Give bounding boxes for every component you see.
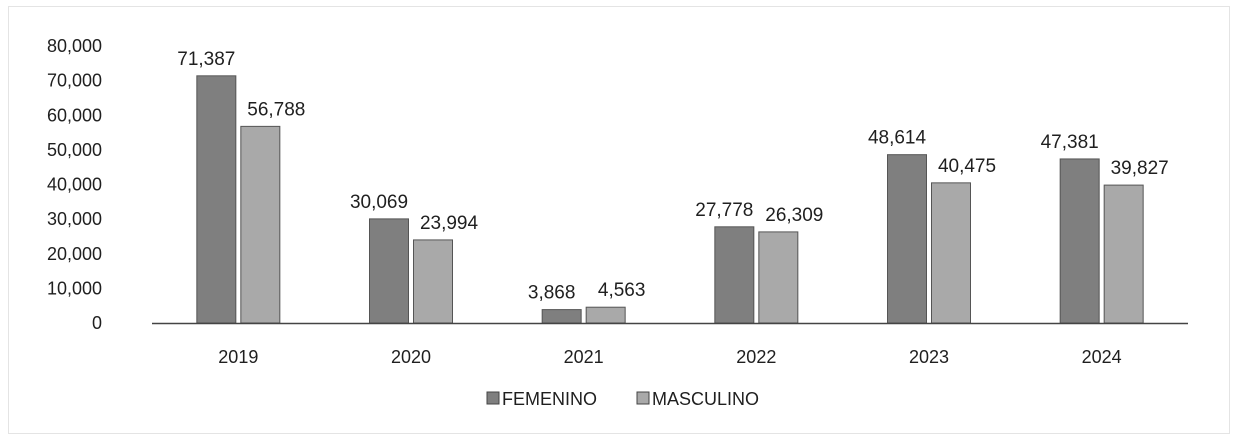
data-label-masculino-2023: 40,475 [938, 156, 996, 177]
data-label-femenino-2022: 27,778 [695, 200, 753, 221]
legend-swatch-masculino [636, 391, 650, 405]
data-label-masculino-2022: 26,309 [765, 205, 823, 226]
bars-group [196, 75, 1144, 324]
x-tick-label: 2020 [391, 347, 431, 367]
bar-femenino-2023 [887, 154, 927, 324]
bar-femenino-2024 [1059, 158, 1100, 324]
bar-masculino-2023 [931, 182, 971, 324]
bar-femenino-2020 [369, 218, 409, 324]
legend-label-femenino: FEMENINO [502, 389, 597, 409]
legend-label-masculino: MASCULINO [652, 389, 759, 409]
y-tick-label: 0 [92, 313, 102, 333]
bar-femenino-2019 [196, 75, 237, 324]
bar-masculino-2021 [585, 306, 626, 324]
data-label-femenino-2019: 71,387 [177, 49, 235, 70]
y-tick-label: 10,000 [47, 278, 102, 298]
y-tick-label: 40,000 [47, 175, 102, 195]
data-label-masculino-2019: 56,788 [247, 99, 305, 120]
bar-masculino-2020 [413, 239, 453, 324]
x-tick-label: 2021 [564, 347, 604, 367]
data-label-femenino-2024: 47,381 [1041, 132, 1099, 153]
bar-femenino-2021 [541, 309, 582, 324]
y-tick-label: 80,000 [47, 36, 102, 56]
x-axis: 2019 2020 2021 2022 2023 2024 [218, 347, 1121, 367]
y-axis: 0 10,000 20,000 30,000 40,000 50,000 60,000 70,… [47, 36, 102, 333]
data-label-masculino-2020: 23,994 [420, 213, 479, 234]
y-tick-label: 70,000 [47, 71, 102, 91]
data-label-femenino-2020: 30,069 [350, 192, 408, 213]
y-tick-label: 30,000 [47, 209, 102, 229]
data-labels-group: 71,387 56,788 30,069 23,994 3,868 4,563 27,778… [177, 49, 1168, 304]
data-label-masculino-2024: 39,827 [1111, 158, 1169, 179]
x-tick-label: 2024 [1082, 347, 1122, 367]
x-tick-label: 2022 [736, 347, 776, 367]
x-tick-label: 2019 [218, 347, 258, 367]
legend-swatch-femenino [486, 391, 500, 405]
bar-femenino-2022 [714, 226, 755, 324]
data-label-femenino-2023: 48,614 [868, 128, 927, 149]
data-label-femenino-2021: 3,868 [528, 283, 576, 304]
bar-masculino-2022 [758, 231, 799, 324]
bar-masculino-2024 [1103, 184, 1144, 324]
x-tick-label: 2023 [909, 347, 949, 367]
y-tick-label: 50,000 [47, 140, 102, 160]
bar-masculino-2019 [240, 125, 281, 324]
legend: FEMENINO MASCULINO [486, 389, 759, 409]
data-label-masculino-2021: 4,563 [598, 280, 646, 301]
y-tick-label: 60,000 [47, 105, 102, 125]
y-tick-label: 20,000 [47, 244, 102, 264]
